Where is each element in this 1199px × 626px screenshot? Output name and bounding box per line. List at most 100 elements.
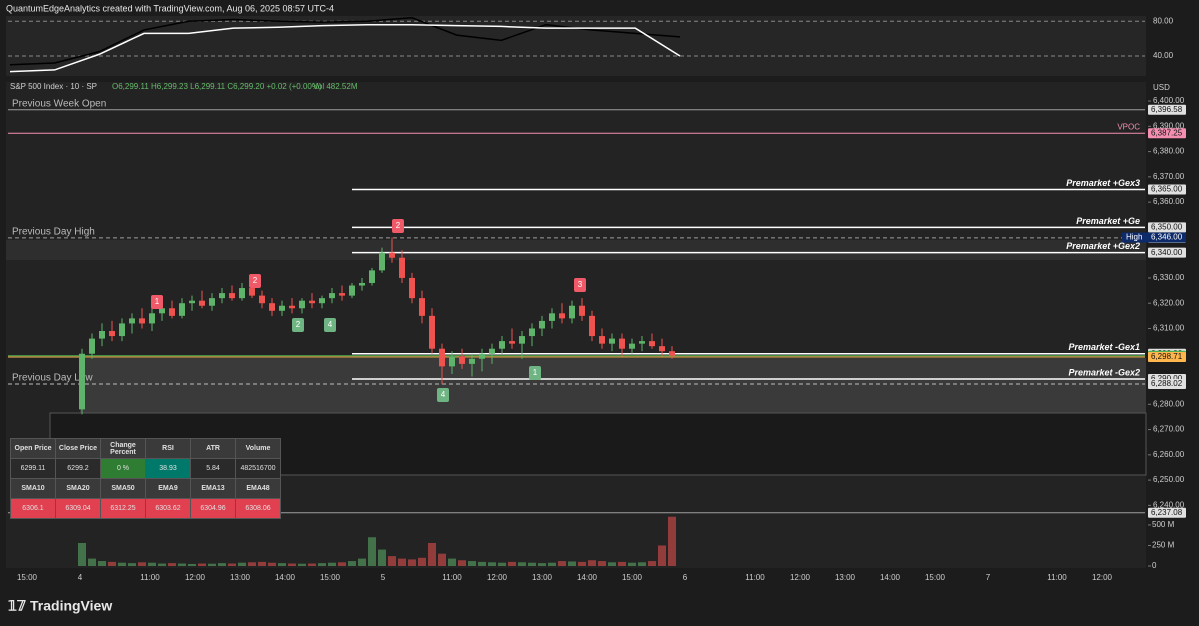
candle-body [599,336,605,344]
candle-body [349,285,355,296]
candle-body [439,348,445,367]
candle-body [89,338,95,354]
volume-bar [98,561,106,566]
volume-legend: Vol 482.52M [313,82,358,91]
candle-body [659,346,665,352]
candle-body [579,305,585,316]
x-tick-label: 13:00 [835,573,856,582]
volume-bar [168,563,176,566]
price-tag [1148,222,1186,233]
candle-body [589,315,595,337]
footer [0,588,1199,626]
volume-bar [658,545,666,566]
signal-label: 3 [578,280,583,289]
volume-bar [118,562,126,566]
price-tag [1148,379,1186,390]
volume-bar [498,562,506,566]
level-name: Premarket +Ge [1076,216,1140,226]
volume-bar [668,516,676,566]
x-tick-label: 12:00 [790,573,811,582]
volume-bar [428,543,436,566]
candle-body [79,353,85,410]
volume-bar [508,561,516,566]
zone [80,358,1146,413]
candle-body [519,336,525,344]
candle-body [129,318,135,324]
candle-body [209,298,215,306]
signal-label: 2 [253,276,258,285]
volume-bar [528,562,536,566]
volume-bar [378,549,386,566]
volume-bar [318,563,326,566]
level-name: Premarket -Gex2 [1068,367,1140,377]
table-cell: 6303.62 [145,498,191,519]
y-tick-label: 6,240.00 [1153,500,1185,509]
osc-line [9,16,681,66]
x-tick-label: 11:00 [140,573,160,582]
candle-body [319,298,325,304]
volume-bar [128,563,136,566]
table-cell: Open Price [10,438,56,459]
high-name: High [1126,233,1142,242]
volume-bar [78,543,86,566]
candle-body [529,328,535,337]
volume-bar [458,560,466,566]
candle-body [309,300,315,304]
table-cell: 5.84 [190,458,236,479]
table-cell: Volume [235,438,281,459]
candle-body [669,351,675,356]
x-tick-label: 11:00 [745,573,765,582]
y-tick-label: 6,390.00 [1153,121,1185,130]
candle-body [189,300,195,304]
candle-body [389,252,395,258]
volume-bar [628,562,636,566]
candle-body [449,356,455,367]
volume-bar [248,562,256,566]
volume-bar [158,563,166,566]
volume-bar [448,558,456,566]
candle-body [469,358,475,364]
table-cell: EMA9 [145,478,191,499]
volume-bar [278,563,286,566]
price-tag [1148,128,1186,139]
osc-tick-label: 40.00 [1153,51,1174,60]
table-cell: EMA48 [235,478,281,499]
currency: USD [1153,83,1170,92]
volume-bar [328,562,336,566]
oscillator-pane [6,16,1146,76]
level-name: Previous Week Open [12,98,106,109]
table-cell: SMA10 [10,478,56,499]
volume-bar [478,561,486,566]
volume-bar [608,562,616,566]
candle-body [179,303,185,316]
volume-bar [108,561,116,566]
volume-bar [548,562,556,566]
table-cell: Change Percent [100,438,146,459]
candle-body [569,305,575,319]
y-tick-label: 6,370.00 [1153,172,1185,181]
x-tick-label: 5 [381,573,386,582]
header: QuantumEdgeAnalytics created with Tradin… [6,3,334,13]
ohlc-legend: O6,299.11 H6,299.23 L6,299.11 C6,299.20 … [112,82,322,91]
table-row: 6306.1 6309.04 6312.25 6303.62 6304.96 6308.0… [10,498,281,519]
table-cell: Close Price [55,438,101,459]
candle-body [229,293,235,299]
candle-body [259,295,265,304]
volume-bar [338,562,346,566]
symbol: S&P 500 Index · 10 · SP [10,82,97,91]
price-tag [1122,232,1186,243]
candle-body [399,257,405,278]
y-tick-label: 6,330.00 [1153,273,1185,282]
volume-bar [178,563,186,566]
table-cell: 6308.06 [235,498,281,519]
volume-bar [218,563,226,566]
candle-body [359,282,365,286]
volume-bar [518,562,526,566]
high-label: 6,346.00 [1151,233,1183,242]
price-tag-label: 6,396.58 [1151,105,1183,114]
volume-bar [208,563,216,566]
x-tick-label: 12:00 [185,573,206,582]
volume-bar [568,561,576,566]
price-tag [1148,247,1186,258]
y-tick-label: 6,280.00 [1153,399,1185,408]
